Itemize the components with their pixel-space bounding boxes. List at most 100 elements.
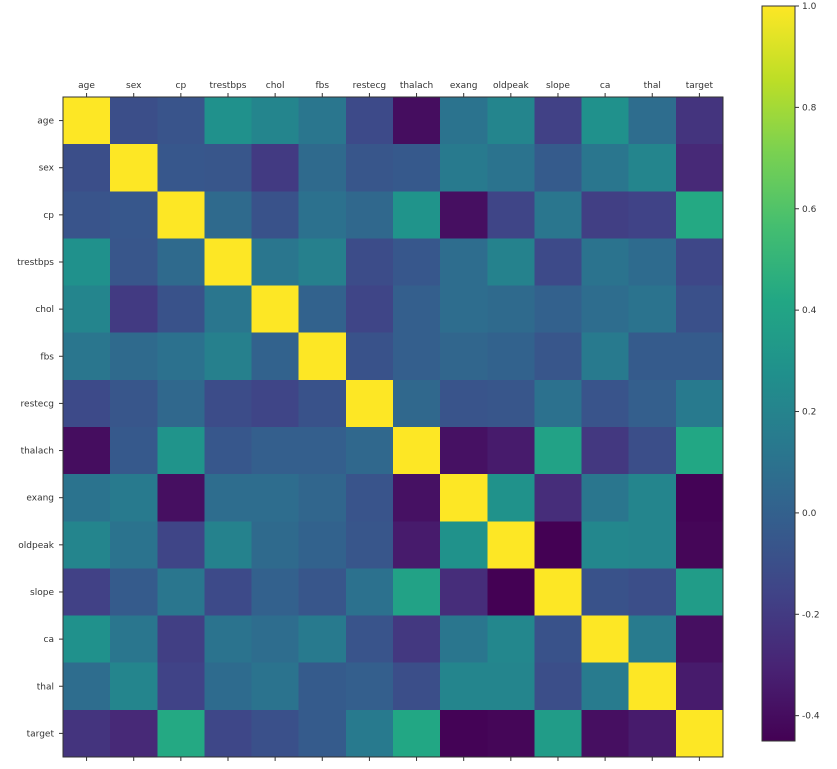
heatmap-cell-sex-chol [251, 144, 300, 192]
heatmap-cell-slope-age [63, 568, 111, 617]
y-tick-label-chol: chol [35, 305, 54, 315]
heatmap-cell-ca-exang [440, 615, 488, 664]
heatmap-cell-trestbps-thal [628, 238, 677, 287]
y-tick-label-trestbps: trestbps [17, 258, 54, 268]
x-tick-label-exang: exang [450, 81, 478, 91]
heatmap-cell-chol-sex [110, 285, 158, 334]
heatmap-cell-sex-fbs [298, 144, 347, 192]
heatmap-cell-sex-thal [628, 144, 677, 192]
heatmap-cell-target-thal [628, 709, 677, 758]
heatmap-cell-cp-ca [581, 191, 630, 240]
x-tick-label-sex: sex [126, 81, 142, 91]
heatmap-cell-ca-chol [251, 615, 300, 664]
heatmap-cell-age-thalach [392, 97, 441, 145]
heatmap-cell-slope-thal [628, 568, 677, 617]
heatmap-cell-ca-thal [628, 615, 677, 664]
heatmap-cell-fbs-thal [628, 332, 677, 381]
colorbar-tick-label: -0.4 [802, 712, 820, 722]
heatmap-cell-ca-slope [534, 615, 583, 664]
heatmap-cell-thal-thal [628, 662, 677, 711]
x-tick-label-thalach: thalach [400, 81, 433, 91]
heatmap-cell-fbs-trestbps [204, 332, 253, 381]
heatmap-cell-oldpeak-fbs [298, 521, 347, 569]
x-tick-label-cp: cp [176, 81, 187, 91]
heatmap-cell-oldpeak-cp [157, 521, 206, 569]
y-tick-label-fbs: fbs [40, 352, 54, 362]
heatmap-cell-cp-cp [157, 191, 206, 240]
heatmap-cell-fbs-slope [534, 332, 583, 381]
heatmap-cell-exang-restecg [345, 474, 394, 522]
heatmap-cell-trestbps-cp [157, 238, 206, 287]
heatmap-cell-target-exang [440, 709, 488, 758]
heatmap-cell-cp-chol [251, 191, 300, 240]
heatmap-cell-restecg-ca [581, 379, 630, 428]
heatmap-cell-chol-slope [534, 285, 583, 334]
heatmap-cell-fbs-sex [110, 332, 158, 381]
y-tick-label-sex: sex [39, 164, 55, 174]
colorbar-gradient [762, 6, 795, 741]
heatmap-cell-exang-ca [581, 474, 630, 522]
heatmap-cell-ca-ca [581, 615, 630, 664]
x-tick-label-fbs: fbs [315, 81, 329, 91]
heatmap-cell-cp-thal [628, 191, 677, 240]
heatmap-cell-target-trestbps [204, 709, 253, 758]
heatmap-cell-age-trestbps [204, 97, 253, 145]
heatmap-cell-target-ca [581, 709, 630, 758]
heatmap-cell-restecg-slope [534, 379, 583, 428]
heatmap-cell-ca-restecg [345, 615, 394, 664]
colorbar-tick-label: 0.2 [802, 408, 816, 418]
heatmap-cell-chol-thal [628, 285, 677, 334]
heatmap-cell-trestbps-ca [581, 238, 630, 287]
heatmap-cell-chol-age [63, 285, 111, 334]
heatmap-cell-oldpeak-trestbps [204, 521, 253, 569]
heatmap-cell-fbs-target [675, 332, 724, 381]
heatmap-cell-thalach-cp [157, 426, 206, 475]
heatmap-cell-oldpeak-restecg [345, 521, 394, 569]
heatmap-cell-thalach-age [63, 426, 111, 475]
heatmap-cell-restecg-fbs [298, 379, 347, 428]
x-tick-label-slope: slope [546, 81, 570, 91]
x-tick-label-restecg: restecg [353, 81, 386, 91]
heatmap-cell-cp-trestbps [204, 191, 253, 240]
heatmap-cell-chol-restecg [345, 285, 394, 334]
heatmap-cell-oldpeak-oldpeak [487, 521, 535, 569]
x-tick-label-chol: chol [266, 81, 285, 91]
y-tick-label-target: target [27, 729, 55, 739]
heatmap-cell-ca-target [675, 615, 724, 664]
heatmap-cell-ca-sex [110, 615, 158, 664]
heatmap-cell-slope-fbs [298, 568, 347, 617]
x-tick-label-oldpeak: oldpeak [493, 81, 529, 91]
heatmap-cell-target-oldpeak [487, 709, 535, 758]
heatmap-cell-sex-ca [581, 144, 630, 192]
colorbar-tick-label: 0.4 [802, 306, 817, 316]
heatmap-cell-fbs-fbs [298, 332, 347, 381]
heatmap-cell-thal-chol [251, 662, 300, 711]
heatmap-cell-oldpeak-exang [440, 521, 488, 569]
heatmap-cell-target-sex [110, 709, 158, 758]
heatmap-cell-sex-trestbps [204, 144, 253, 192]
heatmap-cell-trestbps-fbs [298, 238, 347, 287]
heatmap-cell-fbs-chol [251, 332, 300, 381]
heatmap-cell-trestbps-sex [110, 238, 158, 287]
y-tick-label-oldpeak: oldpeak [18, 541, 54, 551]
heatmap-cell-sex-oldpeak [487, 144, 535, 192]
heatmap-cell-target-cp [157, 709, 206, 758]
heatmap-cell-thalach-restecg [345, 426, 394, 475]
heatmap-cell-slope-cp [157, 568, 206, 617]
heatmap-cell-sex-thalach [392, 144, 441, 192]
colorbar-tick-label: 0.8 [802, 103, 817, 113]
heatmap-cell-target-thalach [392, 709, 441, 758]
heatmap-cell-slope-sex [110, 568, 158, 617]
heatmap-cell-fbs-thalach [392, 332, 441, 381]
heatmap-cell-cp-oldpeak [487, 191, 535, 240]
heatmap-cell-age-sex [110, 97, 158, 145]
heatmap-cell-thalach-chol [251, 426, 300, 475]
heatmap-cell-chol-exang [440, 285, 488, 334]
heatmap-cell-age-oldpeak [487, 97, 535, 145]
heatmap-cell-restecg-thalach [392, 379, 441, 428]
heatmap-cell-thal-ca [581, 662, 630, 711]
heatmap-cell-thal-target [675, 662, 724, 711]
heatmap-cell-restecg-trestbps [204, 379, 253, 428]
heatmap-cell-restecg-cp [157, 379, 206, 428]
heatmap-cell-thal-restecg [345, 662, 394, 711]
